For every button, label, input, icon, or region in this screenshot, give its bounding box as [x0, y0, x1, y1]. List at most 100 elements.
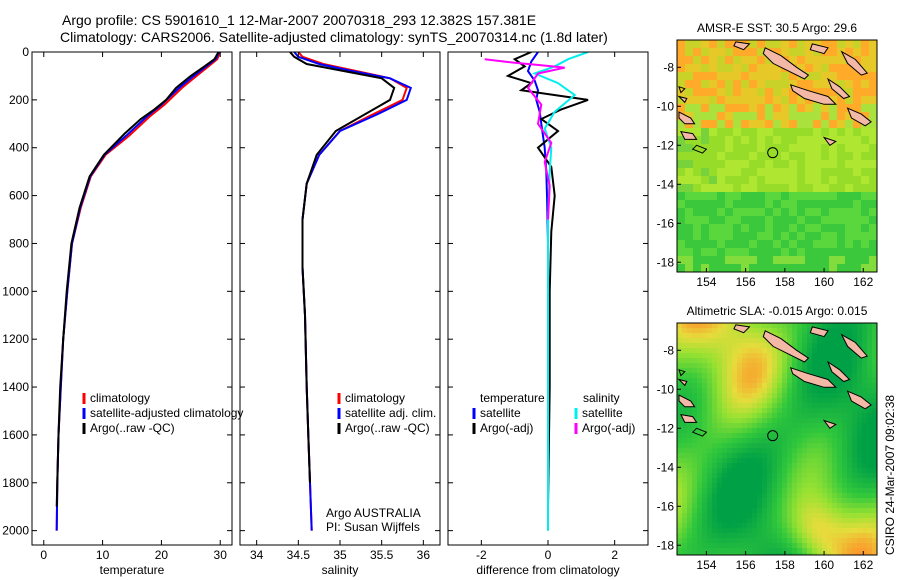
- sla-map-cell: [717, 498, 723, 504]
- sla-map-cell: [757, 428, 763, 434]
- sst-map-island: [691, 144, 708, 154]
- sla-map-cell: [842, 413, 848, 419]
- sst-map-cell: [829, 208, 838, 217]
- sst-map-cell: [861, 72, 870, 81]
- sla-map-cell: [862, 538, 868, 544]
- sla-map-cell: [777, 403, 783, 409]
- sla-map-cell: [782, 428, 788, 434]
- sst-map-cell: [805, 264, 814, 272]
- sla-map-cell: [857, 413, 863, 419]
- sst-map-cell: [757, 56, 766, 65]
- sla-map-cell: [812, 488, 818, 494]
- sla-map-cell: [712, 323, 718, 329]
- sst-map-cell: [725, 144, 734, 153]
- sla-map-cell: [752, 368, 758, 374]
- sla-map-cell: [842, 348, 848, 354]
- sst-map-cell: [701, 248, 710, 257]
- sla-map-cell: [857, 503, 863, 509]
- sla-map-cell: [777, 448, 783, 454]
- sst-map-cell: [717, 56, 726, 65]
- sst-map-cell: [757, 144, 766, 153]
- sst-map-cell: [765, 248, 774, 257]
- sla-map-cell: [762, 448, 768, 454]
- sla-map-cell: [707, 508, 713, 514]
- sst-map-cell: [725, 128, 734, 137]
- sla-map-cell: [777, 483, 783, 489]
- sla-map-cell: [752, 533, 758, 539]
- sla-map-cell: [727, 388, 733, 394]
- sst-map-cell: [685, 256, 694, 265]
- sst-map-cell: [701, 56, 710, 65]
- sla-map-cell: [797, 453, 803, 459]
- sla-map-cell: [692, 398, 698, 404]
- sst-map-cell: [765, 72, 774, 81]
- sla-map-cell: [762, 378, 768, 384]
- sla-map-cell: [852, 513, 858, 519]
- sla-map-cell: [717, 543, 723, 549]
- sla-map-cell: [857, 368, 863, 374]
- sst-map-cell: [845, 184, 854, 193]
- sla-map-cell: [717, 553, 723, 555]
- sla-map-cell: [707, 403, 713, 409]
- difference-xtick-label: 0: [545, 548, 552, 562]
- sst-map-cell: [797, 184, 806, 193]
- sla-map-cell: [752, 453, 758, 459]
- sla-map-cell: [867, 478, 873, 484]
- sla-map-cell: [767, 403, 773, 409]
- sla-map-cell: [837, 343, 843, 349]
- sla-map-cell: [857, 423, 863, 429]
- sla-map-cell: [847, 403, 853, 409]
- sst-map-cell: [773, 264, 782, 272]
- sla-map-cell: [817, 388, 823, 394]
- sla-map-cell: [802, 323, 808, 329]
- sla-map-cell: [702, 538, 708, 544]
- sla-map-cell: [712, 453, 718, 459]
- sst-map-cell: [709, 136, 718, 145]
- sla-map-cell: [847, 428, 853, 434]
- sla-map-cell: [817, 368, 823, 374]
- sla-map-cell: [697, 518, 703, 524]
- sla-map-cell: [747, 323, 753, 329]
- sla-map-cell: [747, 343, 753, 349]
- sla-map-cell: [727, 348, 733, 354]
- sla-map-cell: [732, 358, 738, 364]
- sla-map-cell: [822, 348, 828, 354]
- temperature-legend-label: Argo(..raw -QC): [90, 421, 175, 435]
- sst-map-cell: [789, 120, 798, 129]
- sla-map-cell: [692, 363, 698, 369]
- sla-map-cell: [702, 363, 708, 369]
- sla-map-cell: [807, 423, 813, 429]
- sla-map-cell: [732, 368, 738, 374]
- sla-map-cell: [802, 513, 808, 519]
- sla-map-cell: [762, 393, 768, 399]
- sla-map-cell: [762, 383, 768, 389]
- sst-map-cell: [773, 64, 782, 73]
- sla-map-cell: [862, 343, 868, 349]
- sla-map-cell: [702, 553, 708, 555]
- sst-map-cell: [861, 200, 870, 209]
- sla-map-cell: [867, 363, 873, 369]
- sla-map-cell: [792, 443, 798, 449]
- sst-map-cell: [741, 248, 750, 257]
- sla-map-cell: [752, 448, 758, 454]
- sla-map-cell: [787, 363, 793, 369]
- sla-map-cell: [842, 543, 848, 549]
- sla-map-cell: [867, 408, 873, 414]
- sst-map-cell: [733, 192, 742, 201]
- sla-map-cell: [702, 343, 708, 349]
- sla-map-cell: [757, 523, 763, 529]
- sla-map-cell: [717, 338, 723, 344]
- sla-map-cell: [867, 378, 873, 384]
- sst-map-cell: [821, 104, 830, 113]
- sst-map-cell: [733, 152, 742, 161]
- sla-map-cell: [807, 393, 813, 399]
- sla-map-cell: [752, 358, 758, 364]
- sla-map-cell: [837, 548, 843, 554]
- temperature-ytick-label: 800: [9, 236, 29, 250]
- sla-map-cell: [787, 338, 793, 344]
- sla-map-cell: [862, 393, 868, 399]
- sst-map-cell: [693, 240, 702, 249]
- sst-map-island: [846, 107, 872, 127]
- sla-map-cell: [702, 463, 708, 469]
